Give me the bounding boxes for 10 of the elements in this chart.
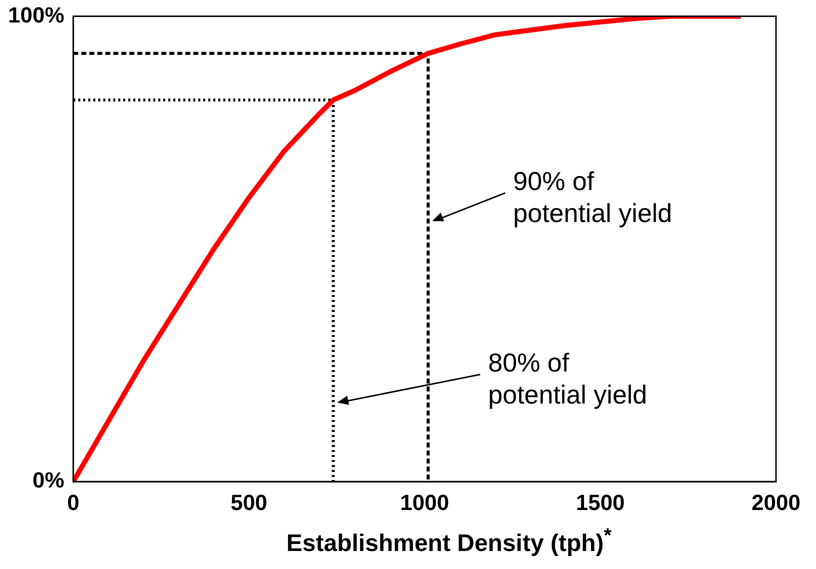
y-tick-label: 100% [8,2,64,28]
x-axis-title: Establishment Density (tph)$^{*}$ [285,525,613,558]
annotation: 90% of potential yield [513,166,672,228]
x-tick-label: 0 [67,490,80,515]
x-tick-label: 1500 [576,490,625,515]
x-tick-label: 1000 [400,490,450,515]
y-tick-label: 0% [32,468,64,493]
annotation: 80% of potential yield [488,348,648,410]
x-tick-label: 500 [230,490,268,515]
x-tick-label: 2000 [752,490,800,515]
